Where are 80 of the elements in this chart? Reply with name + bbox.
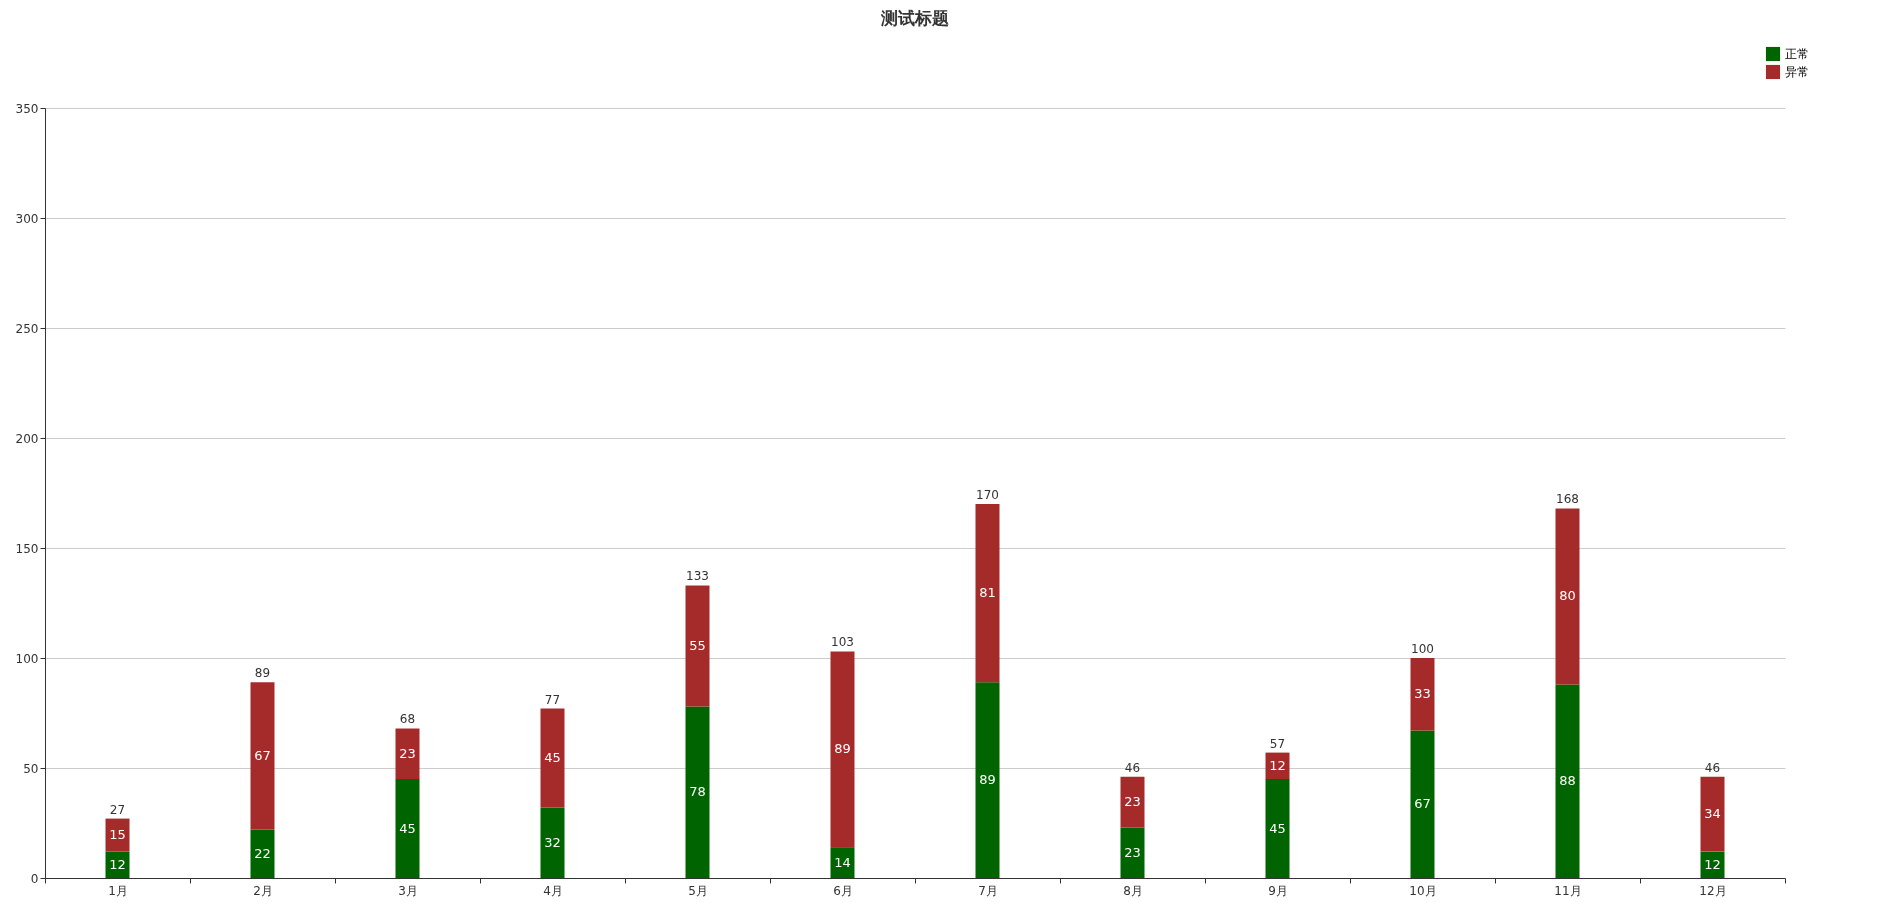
y-tick-label: 300: [15, 211, 39, 226]
x-tick-label: 5月: [688, 883, 708, 898]
data-label: 55: [689, 637, 706, 653]
data-label: 14: [834, 854, 851, 870]
bar: [1555, 508, 1580, 685]
legend-label: 异常: [1785, 65, 1809, 79]
bar: [1120, 776, 1145, 828]
y-tick-label: 350: [15, 101, 39, 116]
bar: [1700, 776, 1725, 852]
y-tick-label: 150: [15, 541, 39, 556]
bar: [685, 706, 710, 878]
total-label: 89: [254, 666, 271, 681]
data-label: 12: [109, 856, 126, 872]
total-label: 168: [1556, 492, 1579, 507]
bar: [540, 708, 565, 808]
total-label: 46: [1704, 760, 1721, 775]
data-label: 34: [1704, 806, 1721, 822]
x-tick-label: 4月: [543, 883, 563, 898]
x-tick-label: 10月: [1409, 883, 1437, 898]
bar: [250, 682, 275, 830]
x-tick-label: 2月: [253, 883, 273, 898]
data-label: 67: [1414, 796, 1431, 812]
x-tick-label: 11月: [1554, 883, 1582, 898]
total-label: 100: [1411, 642, 1434, 656]
data-label: 12: [1704, 856, 1721, 872]
bar: [1410, 730, 1435, 878]
bar: [1410, 658, 1435, 731]
data-label: 15: [109, 827, 126, 843]
bar: [250, 829, 275, 878]
total-label: 103: [831, 635, 854, 650]
bar: [1555, 684, 1580, 878]
total-label: 77: [544, 692, 561, 707]
chart-title: 测试标题: [880, 8, 949, 28]
total-label: 68: [399, 712, 416, 727]
data-label: 12: [1269, 757, 1286, 773]
data-label: 78: [689, 784, 706, 800]
x-tick-label: 9月: [1268, 883, 1288, 898]
data-label: 32: [544, 834, 561, 850]
bar: [975, 682, 1000, 878]
y-tick-label: 0: [30, 871, 39, 886]
data-label: 23: [399, 745, 416, 761]
total-label: 57: [1269, 736, 1286, 751]
data-label: 88: [1559, 773, 1576, 789]
bar: [685, 585, 710, 707]
data-label: 45: [1269, 820, 1286, 836]
data-label: 67: [254, 747, 271, 763]
y-tick-label: 250: [15, 321, 39, 336]
data-label: 33: [1414, 686, 1431, 702]
x-tick-label: 8月: [1123, 883, 1143, 898]
x-tick-label: 12月: [1699, 883, 1727, 898]
bar: [105, 818, 130, 852]
bar: [1265, 779, 1290, 878]
bar: [975, 504, 1000, 683]
bar: [395, 728, 420, 779]
x-tick-label: 7月: [978, 883, 998, 898]
total-label: 133: [686, 569, 709, 584]
total-label: 46: [1124, 760, 1141, 775]
data-label: 45: [544, 750, 561, 766]
data-label: 23: [1124, 844, 1141, 860]
y-tick-label: 200: [15, 431, 39, 446]
y-tick-label: 50: [23, 761, 39, 776]
x-tick-label: 1月: [108, 883, 128, 898]
data-label: 81: [979, 585, 996, 601]
bar: [1120, 827, 1145, 878]
data-label: 89: [834, 741, 851, 757]
bar: [830, 651, 855, 848]
total-label: 170: [976, 488, 999, 502]
total-label: 27: [109, 802, 126, 817]
data-label: 22: [254, 845, 271, 861]
bar: [830, 847, 855, 878]
data-label: 89: [979, 772, 996, 788]
x-tick-label: 6月: [833, 883, 853, 898]
bar: [540, 807, 565, 878]
data-label: 23: [1124, 794, 1141, 810]
x-tick-label: 3月: [398, 883, 418, 898]
data-label: 80: [1559, 588, 1576, 604]
legend-label: 正常: [1785, 47, 1809, 61]
bar: [395, 779, 420, 878]
data-label: 45: [399, 820, 416, 836]
y-tick-label: 100: [15, 651, 39, 666]
